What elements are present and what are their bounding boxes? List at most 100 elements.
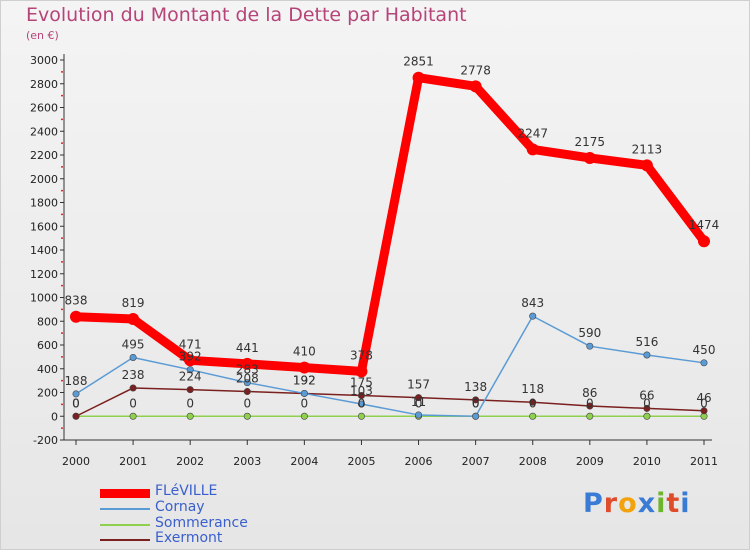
data-point-fleville	[640, 159, 653, 172]
y-tick-label: 1600	[30, 220, 58, 233]
data-point-cornay	[243, 379, 251, 387]
data-point-fleville	[70, 310, 82, 323]
logo-letter: i	[680, 488, 691, 519]
data-label-exermont: 66	[639, 388, 654, 402]
data-label-exermont: 238	[122, 368, 145, 382]
data-label-fleville: 838	[65, 294, 88, 308]
data-point-sommerance	[357, 412, 365, 420]
y-tick-label: 1400	[30, 244, 58, 257]
data-point-cornay	[529, 312, 537, 320]
data-label-sommerance: 0	[415, 396, 423, 410]
data-label-sommerance: 0	[129, 396, 137, 410]
data-label-sommerance: 0	[586, 396, 594, 410]
data-point-exermont	[72, 412, 80, 420]
y-tick-label: 2400	[30, 125, 58, 138]
data-label-fleville: 2175	[575, 135, 606, 149]
legend-label-fleville: FLéVILLE	[155, 483, 218, 499]
data-point-fleville	[298, 361, 311, 374]
data-label-cornay: 11	[411, 395, 426, 409]
data-point-exermont	[700, 407, 708, 415]
data-point-cornay	[357, 400, 365, 408]
data-label-cornay: 450	[693, 343, 716, 357]
data-label-cornay: 516	[635, 335, 658, 349]
proxiti-logo: Proxiti	[583, 488, 691, 519]
data-point-fleville	[469, 80, 482, 93]
data-label-cornay: 188	[65, 374, 88, 388]
x-tick-label: 2003	[233, 455, 261, 468]
chart-subtitle: (en €)	[26, 29, 59, 42]
data-label-sommerance: 0	[472, 396, 480, 410]
data-label-exermont: 192	[293, 373, 316, 387]
data-label-exermont: 118	[521, 382, 544, 396]
data-point-cornay	[72, 390, 80, 398]
data-point-cornay	[643, 351, 651, 359]
data-point-exermont	[357, 391, 365, 399]
data-label-fleville: 471	[179, 337, 202, 351]
data-point-exermont	[186, 386, 194, 394]
data-label-cornay: 0	[472, 396, 480, 410]
legend-swatch-cornay	[100, 508, 150, 510]
x-tick-label: 2011	[690, 455, 718, 468]
x-tick-label: 2002	[176, 455, 204, 468]
data-point-sommerance	[129, 412, 137, 420]
data-point-exermont	[415, 394, 423, 402]
data-point-cornay	[700, 359, 708, 367]
series-line-exermont	[75, 387, 705, 417]
y-tick-label: 3000	[30, 54, 58, 67]
data-point-exermont	[643, 404, 651, 412]
y-tick-label: 1800	[30, 197, 58, 210]
legend-swatch-sommerance	[100, 524, 150, 526]
data-point-sommerance	[243, 412, 251, 420]
y-tick-label: 2800	[30, 78, 58, 91]
data-label-exermont: 138	[464, 380, 487, 394]
series-line-fleville	[71, 73, 709, 376]
data-label-fleville: 410	[293, 345, 316, 359]
data-point-sommerance	[186, 412, 194, 420]
data-label-cornay: 283	[236, 363, 259, 377]
y-tick-label: 1200	[30, 268, 58, 281]
data-point-fleville	[412, 71, 425, 84]
y-tick-label: 200	[37, 387, 58, 400]
data-point-exermont	[129, 384, 137, 392]
legend-label-sommerance: Sommerance	[155, 515, 248, 531]
data-label-sommerance: 0	[243, 396, 251, 410]
data-label-sommerance: 0	[643, 396, 651, 410]
x-tick-label: 2001	[119, 455, 147, 468]
legend-label-exermont: Exermont	[155, 530, 223, 546]
y-tick-label: 1000	[30, 292, 58, 305]
logo-letter: t	[666, 488, 681, 519]
data-label-fleville: 2851	[403, 55, 434, 69]
data-point-sommerance	[643, 412, 651, 420]
y-tick-label: 2600	[30, 102, 58, 115]
y-tick-label: 800	[37, 315, 58, 328]
data-label-fleville: 1474	[689, 218, 720, 232]
logo-letter: o	[618, 488, 638, 519]
x-tick-label: 2007	[462, 455, 490, 468]
legend-swatch-fleville	[100, 489, 150, 498]
data-label-fleville: 819	[122, 296, 145, 310]
data-point-fleville	[184, 354, 197, 367]
x-tick-label: 2000	[62, 455, 90, 468]
series-line-cornay	[75, 315, 705, 417]
data-label-cornay: 843	[521, 296, 544, 310]
data-point-sommerance	[300, 412, 308, 420]
data-label-sommerance: 0	[358, 396, 366, 410]
data-point-cornay	[186, 366, 194, 374]
x-tick-label: 2004	[290, 455, 318, 468]
data-label-exermont: 224	[179, 370, 202, 384]
x-tick-label: 2006	[405, 455, 433, 468]
data-label-sommerance: 0	[301, 396, 309, 410]
data-point-cornay	[415, 411, 423, 419]
x-tick-label: 2009	[576, 455, 604, 468]
data-label-cornay: 192	[293, 373, 316, 387]
logo-letter: i	[656, 488, 667, 519]
data-point-fleville	[583, 151, 596, 164]
data-label-fleville: 441	[236, 341, 259, 355]
data-point-cornay	[300, 389, 308, 397]
data-label-fleville: 2113	[632, 142, 663, 156]
x-tick-label: 2008	[519, 455, 547, 468]
logo-letter: x	[637, 488, 657, 519]
legend-swatch-exermont	[100, 539, 150, 541]
data-label-sommerance: 0	[529, 396, 537, 410]
y-tick-label: 2200	[30, 149, 58, 162]
